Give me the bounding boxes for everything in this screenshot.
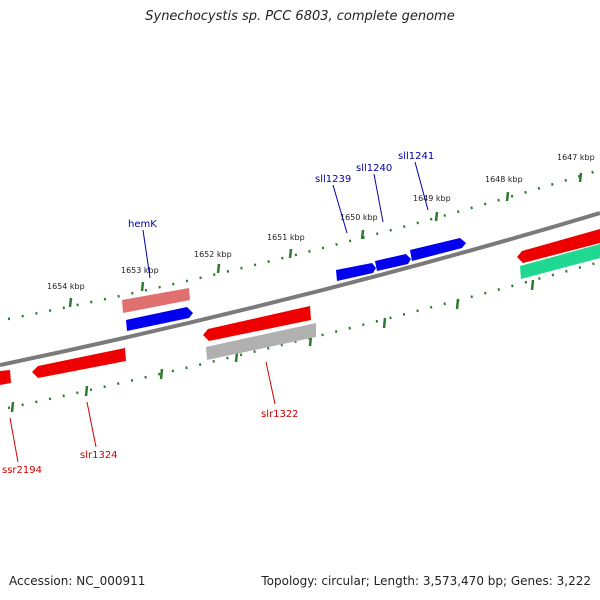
gene-label-sll1239: sll1239 [315, 174, 351, 185]
gene-sll1241[interactable] [410, 238, 466, 261]
gene-sll1240[interactable] [375, 254, 411, 271]
gene-faded[interactable] [122, 288, 190, 313]
tick-label: 1648 kbp [485, 175, 523, 184]
gene-label-hemK: hemK [128, 219, 157, 230]
gene-label-slr1322: slr1322 [261, 409, 299, 420]
lower-ruler [7, 260, 600, 410]
map-title: Synechocystis sp. PCC 6803, complete gen… [145, 9, 455, 24]
gene-label-ssr2194: ssr2194 [2, 465, 42, 476]
tick-label: 1650 kbp [340, 213, 378, 222]
gene-ssr2194[interactable] [0, 370, 11, 385]
tick-label: 1647 kbp [557, 153, 595, 162]
gene-sll1239[interactable] [336, 263, 376, 281]
gene-pseudo[interactable] [206, 323, 316, 360]
topology-summary: Topology: circular; Length: 3,573,470 bp… [261, 574, 591, 588]
gene-slr1322[interactable] [203, 306, 311, 341]
accession-text: Accession: NC_000911 [9, 574, 146, 588]
genome-backbone [0, 211, 600, 367]
lower-major-ticks [10, 279, 535, 413]
tick-label: 1654 kbp [47, 282, 85, 291]
gene-right-rna[interactable] [520, 244, 600, 279]
gene-slr1324[interactable] [32, 348, 126, 378]
tick-label: 1653 kbp [121, 266, 159, 275]
gene-label-sll1240: sll1240 [356, 163, 392, 174]
upper-major-ticks [68, 172, 583, 308]
gene-label-slr1324: slr1324 [80, 450, 118, 461]
forward-leaders [142, 161, 429, 279]
reverse-leaders [9, 361, 276, 463]
gene-hemK[interactable] [126, 307, 193, 331]
tick-label: 1649 kbp [413, 194, 451, 203]
gene-right-red[interactable] [517, 229, 600, 263]
gene-label-sll1241: sll1241 [398, 151, 434, 162]
tick-label: 1652 kbp [194, 250, 232, 259]
tick-label: 1651 kbp [267, 233, 305, 242]
